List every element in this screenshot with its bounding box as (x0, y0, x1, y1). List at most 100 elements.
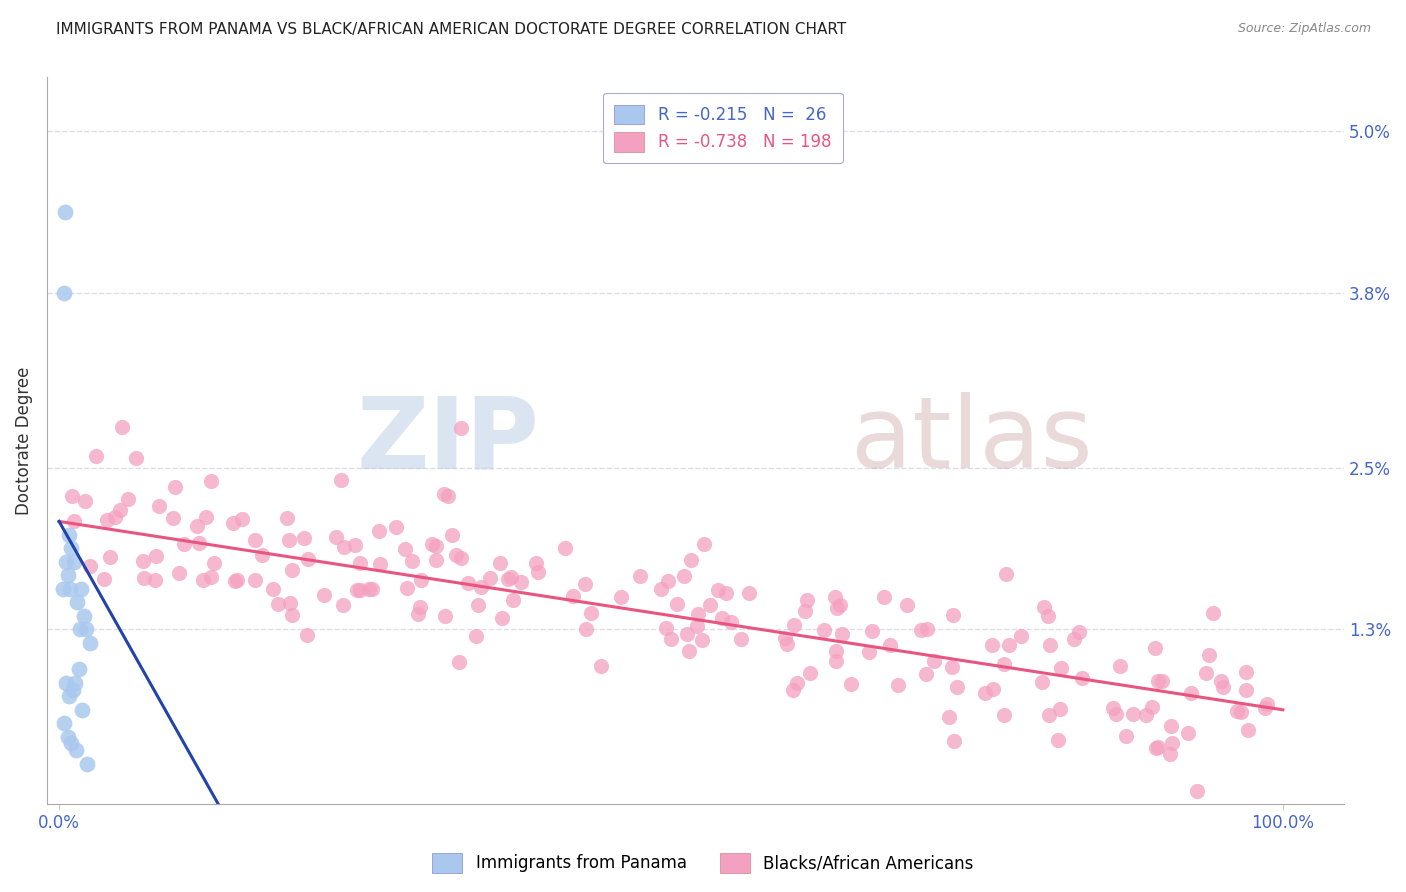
Point (479, 572, 502, 586)
Point (396, 581, 419, 595)
Point (496, 572, 519, 586)
Point (491, 611, 513, 625)
Point (1234, 665, 1257, 680)
Point (425, 539, 447, 553)
Point (56, 568, 79, 582)
Point (1143, 640, 1166, 655)
Point (1063, 632, 1085, 647)
Point (609, 590, 631, 604)
Point (67, 662, 90, 676)
Point (437, 489, 460, 503)
Point (60, 736, 83, 750)
Point (1159, 747, 1181, 761)
Point (1256, 697, 1278, 711)
Point (1071, 671, 1094, 685)
Point (79, 558, 101, 573)
Point (278, 596, 301, 610)
Point (457, 575, 479, 590)
Point (225, 573, 247, 587)
Point (813, 624, 835, 638)
Point (444, 548, 467, 562)
Point (450, 421, 472, 435)
Point (330, 474, 353, 488)
Point (200, 570, 222, 584)
Point (63, 676, 86, 690)
Point (825, 644, 848, 658)
Point (1135, 708, 1157, 723)
Point (1146, 673, 1168, 688)
Point (420, 537, 443, 551)
Point (575, 622, 598, 636)
Text: ZIP: ZIP (357, 392, 540, 489)
Point (292, 532, 315, 546)
Point (945, 680, 967, 694)
Point (917, 622, 939, 636)
Point (993, 708, 1015, 723)
Point (93, 572, 115, 586)
Point (910, 624, 932, 638)
Point (554, 541, 576, 556)
Point (281, 608, 304, 623)
Point (59, 582, 82, 596)
Point (1122, 707, 1144, 722)
Point (98, 550, 121, 565)
Point (1195, 665, 1218, 680)
Point (66, 595, 89, 609)
Point (55, 555, 77, 569)
Point (53, 285, 76, 300)
Point (794, 604, 817, 618)
Point (1031, 675, 1053, 690)
Text: IMMIGRANTS FROM PANAMA VS BLACK/AFRICAN AMERICAN DOCTORATE DEGREE CORRELATION CH: IMMIGRANTS FROM PANAMA VS BLACK/AFRICAN … (56, 22, 846, 37)
Point (650, 582, 672, 597)
Point (942, 734, 965, 748)
Point (775, 637, 797, 651)
Point (830, 598, 852, 612)
Point (1038, 608, 1060, 623)
Point (524, 556, 547, 570)
Point (312, 588, 335, 602)
Point (1230, 706, 1253, 720)
Point (688, 607, 710, 621)
Point (370, 557, 392, 571)
Point (1038, 708, 1060, 723)
Point (349, 583, 371, 598)
Point (1067, 624, 1090, 639)
Point (981, 681, 1004, 696)
Point (349, 556, 371, 570)
Point (433, 609, 456, 624)
Point (343, 538, 366, 552)
Point (591, 659, 613, 673)
Point (394, 542, 416, 557)
Point (231, 512, 253, 526)
Point (200, 474, 222, 488)
Point (993, 657, 1015, 672)
Point (368, 524, 391, 539)
Point (55, 676, 77, 690)
Point (796, 593, 818, 607)
Point (62, 682, 84, 697)
Point (1150, 674, 1173, 689)
Point (659, 632, 682, 647)
Point (52, 582, 75, 596)
Point (202, 556, 225, 570)
Point (1202, 606, 1225, 620)
Point (872, 590, 894, 604)
Point (346, 582, 368, 597)
Point (562, 589, 585, 603)
Point (333, 541, 356, 555)
Point (360, 582, 382, 597)
Point (676, 626, 699, 640)
Point (510, 575, 533, 590)
Point (825, 655, 848, 669)
Point (825, 600, 848, 615)
Point (188, 535, 211, 549)
Point (502, 593, 524, 607)
Point (62, 514, 84, 528)
Point (737, 585, 759, 599)
Point (145, 549, 167, 563)
Point (980, 638, 1002, 652)
Point (325, 530, 347, 544)
Point (441, 528, 464, 542)
Point (221, 516, 243, 530)
Point (56, 730, 79, 744)
